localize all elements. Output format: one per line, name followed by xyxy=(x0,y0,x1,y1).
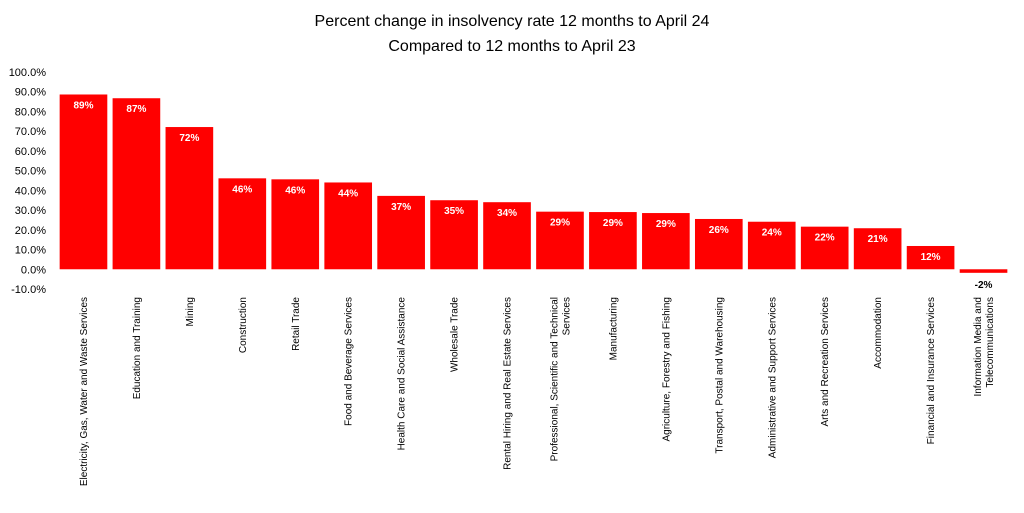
bar xyxy=(165,127,214,270)
data-label: 89% xyxy=(73,100,93,111)
y-tick-label: 40.0% xyxy=(15,185,46,197)
x-tick-label: Information Media and Telecommunications xyxy=(973,297,996,397)
x-tick-label-line: Food and Beverage Services xyxy=(344,297,355,426)
data-label: 46% xyxy=(285,185,305,196)
data-label: 29% xyxy=(603,218,623,229)
x-tick-label: Health Care and Social Assistance xyxy=(397,297,408,451)
bar xyxy=(800,226,849,270)
y-tick-label: -10.0% xyxy=(11,284,46,296)
y-tick-label: 10.0% xyxy=(15,245,46,257)
data-label: 29% xyxy=(656,219,676,230)
data-label: -2% xyxy=(975,280,993,291)
data-label: 46% xyxy=(232,184,252,195)
x-tick-label: Food and Beverage Services xyxy=(344,297,355,426)
x-tick-label: Accommodation xyxy=(873,297,884,369)
y-tick-label: 20.0% xyxy=(15,225,46,237)
y-tick-label: 0.0% xyxy=(21,264,46,276)
x-tick-label: Mining xyxy=(185,297,196,326)
x-tick-label-line: Professional, Scientific and Technical xyxy=(549,297,560,461)
x-tick-label-line: Wholesale Trade xyxy=(450,297,461,372)
x-tick-label-line: Manufacturing xyxy=(608,297,619,360)
bar xyxy=(853,228,902,270)
bar xyxy=(271,179,320,270)
bar xyxy=(59,94,108,270)
data-label: 21% xyxy=(868,234,888,245)
data-label: 34% xyxy=(497,208,517,219)
x-axis: Electricity, Gas, Water and Waste Servic… xyxy=(79,297,996,487)
x-tick-label: Wholesale Trade xyxy=(450,297,461,372)
x-tick-label: Manufacturing xyxy=(608,297,619,360)
x-tick-label: Arts and Recreation Services xyxy=(820,297,831,427)
data-label: 24% xyxy=(762,228,782,239)
x-tick-label-line: Services xyxy=(561,297,572,335)
x-tick-label-line: Transport, Postal and Warehousing xyxy=(714,297,725,454)
data-label: 22% xyxy=(815,233,835,244)
bars: 89% 87% 72% 46% 46% 44% 37% 35% 34% 29% 29% 29% 26% 2… xyxy=(59,94,1008,291)
bar xyxy=(906,245,955,270)
x-tick-label-line: Electricity, Gas, Water and Waste Servic… xyxy=(79,297,90,486)
y-tick-label: 70.0% xyxy=(15,126,46,138)
x-tick-label: Electricity, Gas, Water and Waste Servic… xyxy=(79,297,90,486)
data-label: 87% xyxy=(126,104,146,115)
y-tick-label: 60.0% xyxy=(15,146,46,158)
bar xyxy=(642,213,690,270)
bar xyxy=(589,212,637,270)
data-label: 44% xyxy=(338,188,358,199)
bar xyxy=(694,218,743,270)
x-tick-label: Construction xyxy=(238,297,249,353)
y-tick-label: 90.0% xyxy=(15,87,46,99)
y-tick-label: 100.0% xyxy=(9,67,47,79)
x-tick-label-line: Education and Training xyxy=(132,297,143,399)
x-tick-label: Agriculture, Forestry and Fishing xyxy=(661,297,672,442)
chart-title: Percent change in insolvency rate 12 mon… xyxy=(315,13,710,30)
data-label: 12% xyxy=(921,252,941,263)
data-label: 35% xyxy=(444,206,464,217)
x-tick-label: Rental Hiring and Real Estate Services xyxy=(503,297,514,470)
x-tick-label-line: Rental Hiring and Real Estate Services xyxy=(503,297,514,470)
x-tick-label-line: Accommodation xyxy=(873,297,884,369)
bar xyxy=(324,182,373,270)
y-tick-label: 80.0% xyxy=(15,106,46,118)
x-tick-label-line: Health Care and Social Assistance xyxy=(397,297,408,451)
x-tick-label: Education and Training xyxy=(132,297,143,399)
chart-subtitle: Compared to 12 months to April 23 xyxy=(388,38,635,55)
x-tick-label-line: Agriculture, Forestry and Fishing xyxy=(661,297,672,442)
y-tick-label: 50.0% xyxy=(15,166,46,178)
bar xyxy=(218,178,267,270)
x-tick-label: Administrative and Support Services xyxy=(767,297,778,458)
bar xyxy=(430,200,478,270)
x-tick-label: Financial and Insurance Services xyxy=(926,297,937,444)
data-label: 37% xyxy=(391,202,411,213)
x-tick-label-line: Telecommunications xyxy=(985,297,996,388)
x-tick-label-line: Financial and Insurance Services xyxy=(926,297,937,444)
x-tick-label-line: Information Media and xyxy=(973,297,984,397)
x-tick-label-line: Retail Trade xyxy=(291,297,302,351)
data-label: 26% xyxy=(709,225,729,236)
y-axis: -10.0% 0.0% 10.0% 20.0% 30.0% 40.0% 50.0% 60.0%… xyxy=(9,67,47,296)
bar xyxy=(959,269,1008,273)
x-tick-label-line: Arts and Recreation Services xyxy=(820,297,831,427)
bar xyxy=(112,98,161,270)
bar xyxy=(377,195,425,270)
x-tick-label: Professional, Scientific and Technical Se… xyxy=(549,297,572,461)
x-tick-label: Transport, Postal and Warehousing xyxy=(714,297,725,454)
x-tick-label-line: Mining xyxy=(185,297,196,326)
bar xyxy=(747,221,796,270)
y-tick-label: 30.0% xyxy=(15,205,46,217)
bar xyxy=(536,211,584,270)
data-label: 72% xyxy=(179,133,199,144)
bar xyxy=(483,202,531,270)
data-label: 29% xyxy=(550,218,570,229)
x-tick-label-line: Construction xyxy=(238,297,249,353)
x-tick-label: Retail Trade xyxy=(291,297,302,351)
x-tick-label-line: Administrative and Support Services xyxy=(767,297,778,458)
